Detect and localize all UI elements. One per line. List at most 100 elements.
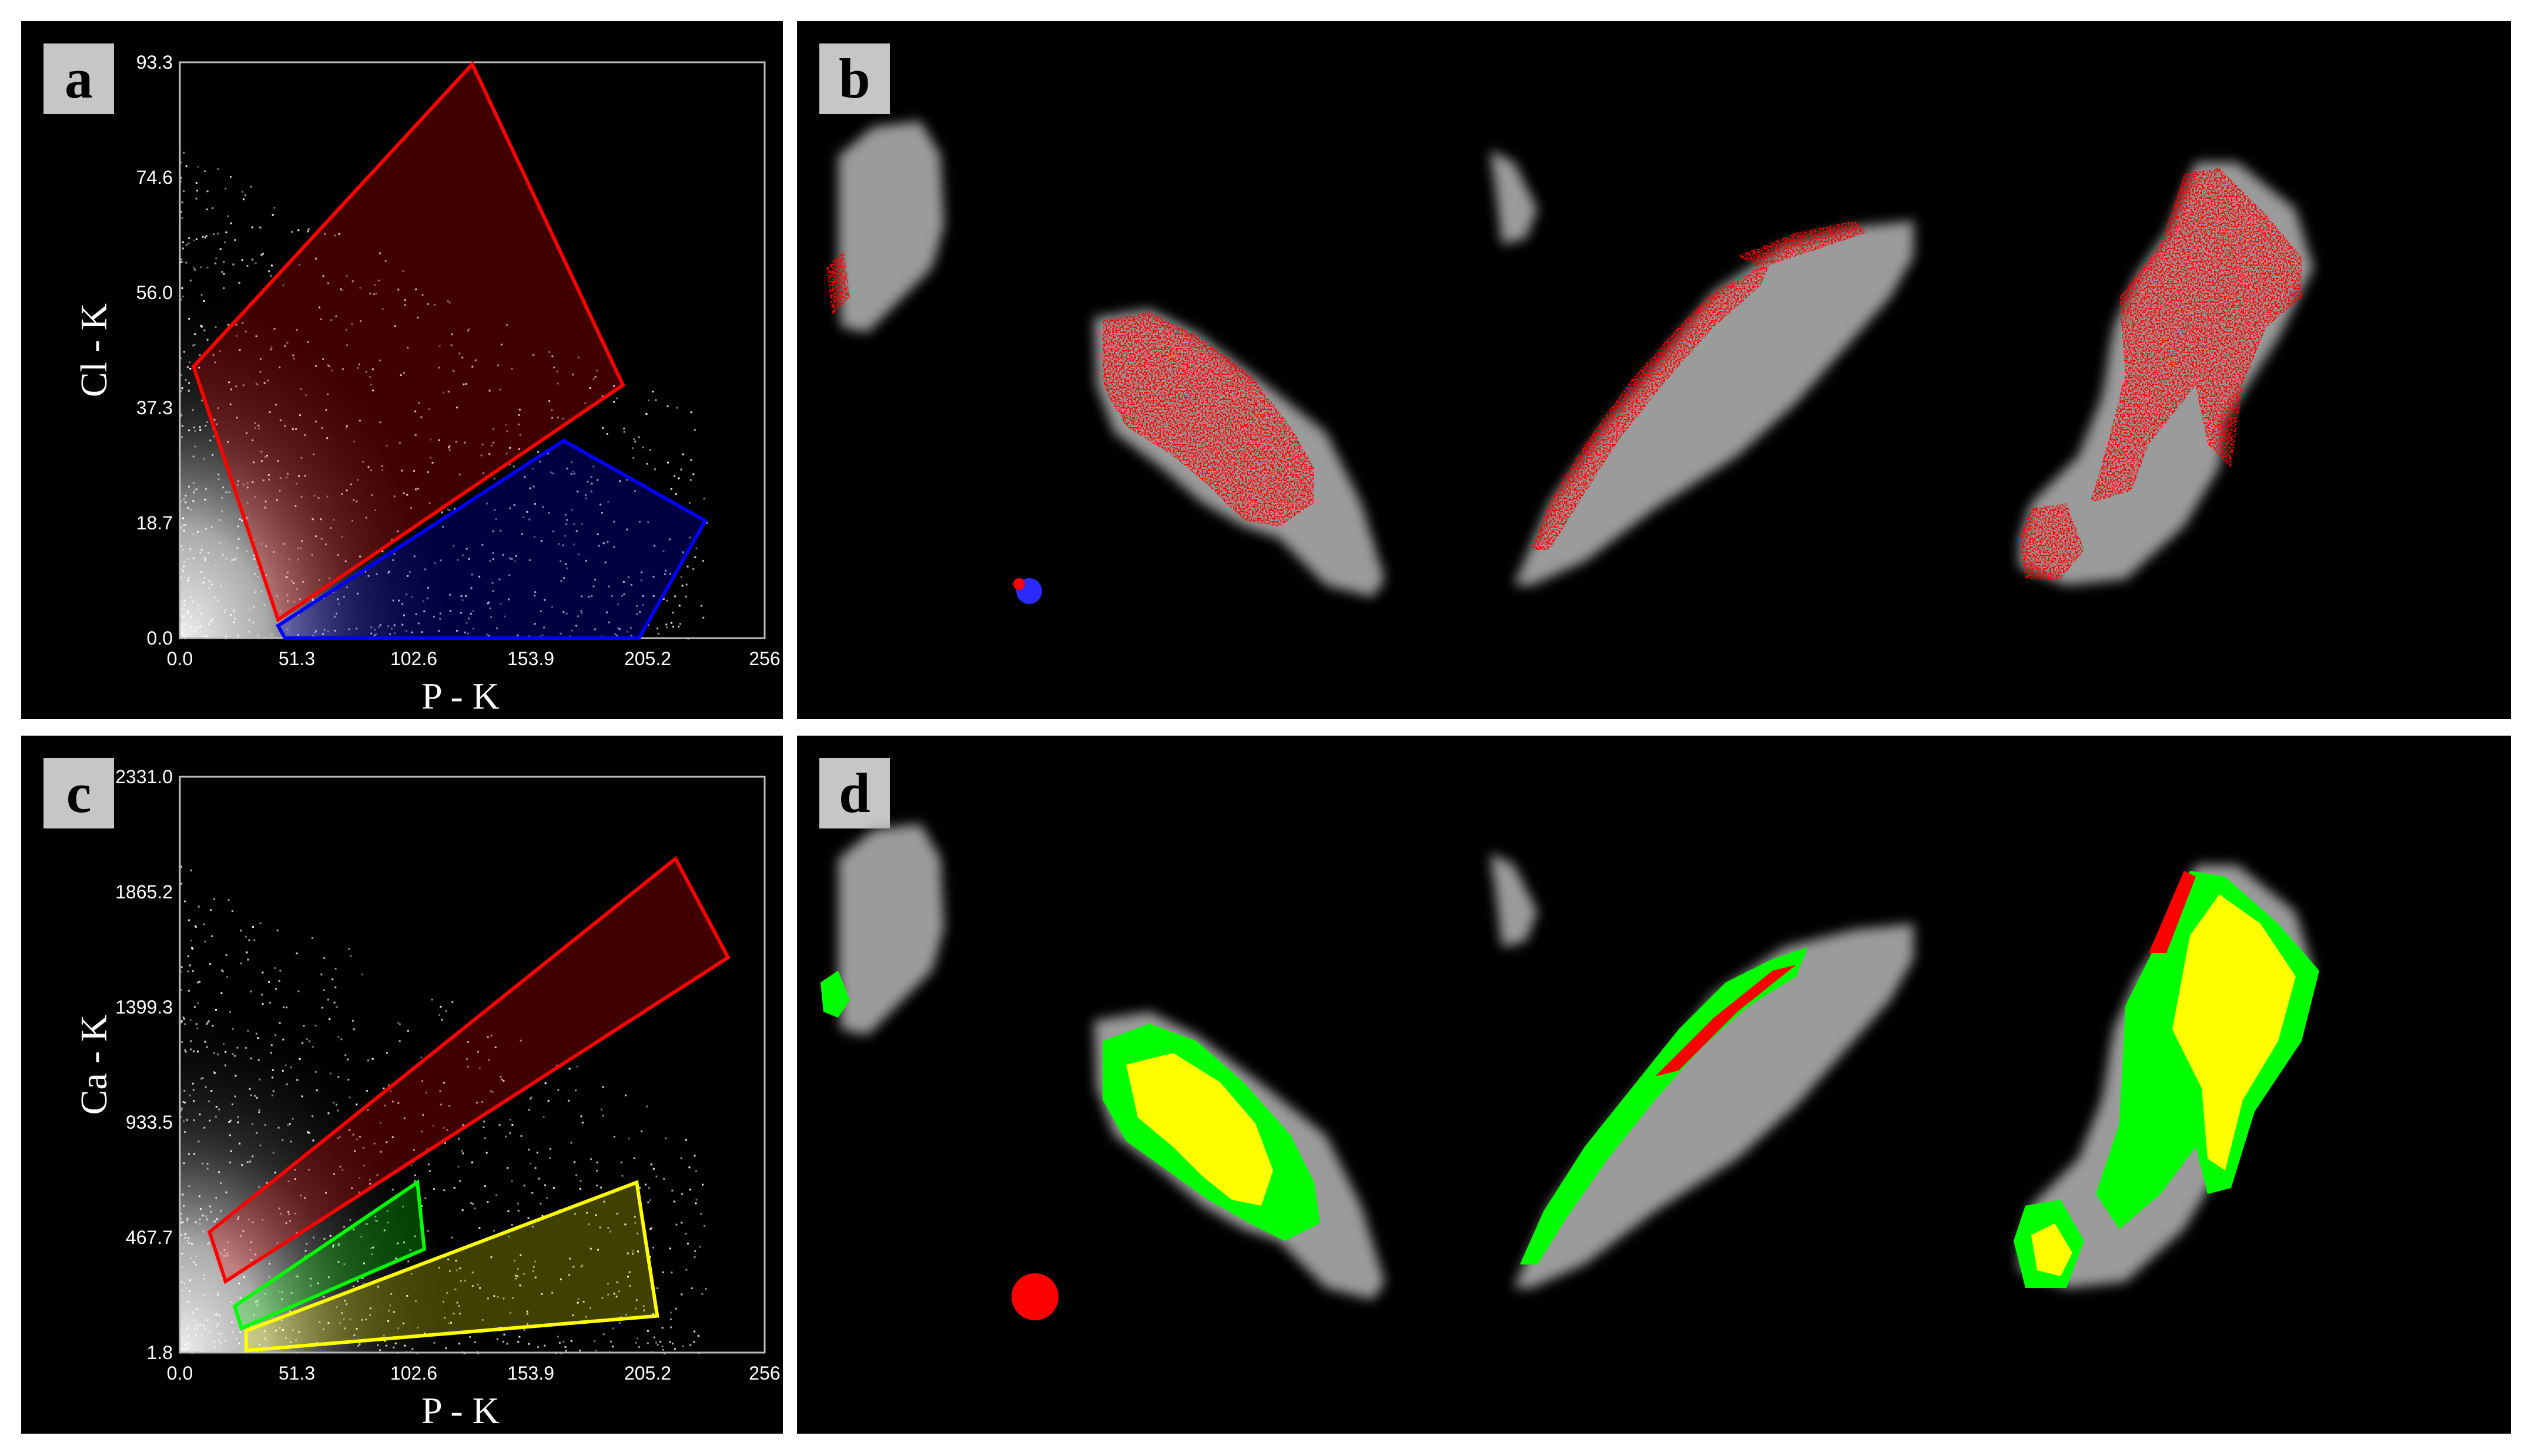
scatter-point bbox=[193, 491, 195, 494]
scatter-point bbox=[398, 1040, 401, 1042]
scatter-point bbox=[577, 356, 580, 358]
scatter-point bbox=[203, 329, 206, 331]
scatter-point bbox=[215, 326, 217, 328]
scatter-point bbox=[268, 478, 270, 481]
scatter-point bbox=[367, 1059, 370, 1062]
scatter-point bbox=[481, 544, 484, 546]
scatter-point bbox=[531, 1192, 534, 1194]
scatter-point bbox=[289, 1310, 291, 1313]
scatter-point bbox=[456, 407, 458, 409]
scatter-point bbox=[534, 591, 537, 593]
plot-frame bbox=[179, 776, 766, 1354]
scatter-point bbox=[448, 1270, 451, 1272]
scatter-point bbox=[246, 432, 248, 434]
scatter-point bbox=[187, 242, 190, 244]
scatter-point bbox=[192, 482, 195, 484]
scatter-point bbox=[252, 1155, 254, 1158]
scatter-point bbox=[330, 1072, 332, 1075]
scatter-point bbox=[391, 1101, 394, 1103]
scatter-point bbox=[371, 494, 373, 496]
scatter-point bbox=[581, 523, 583, 525]
scatter-point bbox=[196, 619, 199, 622]
scatter-point bbox=[681, 585, 684, 587]
scatter-point bbox=[505, 424, 507, 426]
scatter-point bbox=[199, 1223, 201, 1225]
scatter-point bbox=[186, 366, 189, 368]
scatter-point bbox=[361, 1277, 364, 1279]
scatter-point bbox=[182, 1101, 185, 1103]
scatter-point bbox=[296, 328, 298, 331]
scatter-point bbox=[217, 232, 219, 234]
scatter-point bbox=[294, 1212, 296, 1215]
scatter-point bbox=[552, 531, 554, 533]
scatter-point bbox=[270, 275, 272, 277]
scatter-point bbox=[488, 601, 490, 603]
scatter-point bbox=[540, 610, 542, 612]
scatter-point bbox=[194, 445, 196, 448]
scatter-point bbox=[193, 344, 196, 346]
scatter-point bbox=[180, 568, 182, 571]
scatter-point bbox=[193, 1320, 195, 1322]
scatter-point bbox=[263, 382, 266, 384]
scatter-point bbox=[203, 1327, 206, 1330]
scatter-point bbox=[246, 516, 249, 519]
scatter-point bbox=[339, 1322, 341, 1324]
scatter-point bbox=[573, 472, 575, 475]
scatter-point bbox=[509, 507, 511, 509]
panel-label-d: d bbox=[819, 758, 890, 828]
scatter-point bbox=[228, 381, 230, 384]
scatter-point bbox=[438, 344, 441, 347]
scatter-point bbox=[206, 1163, 209, 1165]
scatter-point bbox=[695, 1202, 697, 1205]
scatter-point bbox=[237, 1216, 240, 1218]
element-map-d bbox=[820, 824, 2319, 1320]
scatter-point bbox=[408, 571, 411, 573]
scatter-point bbox=[444, 1317, 446, 1319]
scatter-point bbox=[497, 1296, 499, 1298]
scatter-point bbox=[256, 1300, 259, 1302]
scatter-point bbox=[286, 594, 289, 596]
scatter-point bbox=[199, 625, 202, 628]
scatter-point bbox=[236, 1046, 239, 1049]
scatter-point bbox=[544, 599, 546, 601]
scatter-point bbox=[369, 1314, 371, 1316]
scatter-point bbox=[442, 525, 444, 528]
scatter-point bbox=[246, 1161, 249, 1163]
scatter-point bbox=[592, 378, 595, 381]
scatter-point bbox=[185, 261, 187, 264]
scatter-point bbox=[299, 598, 302, 600]
scatter-point bbox=[208, 1242, 210, 1244]
scatter-point bbox=[635, 1341, 637, 1344]
x-tick-label: 205.2 bbox=[624, 1363, 671, 1384]
scatter-point bbox=[471, 1272, 474, 1274]
scatter-point bbox=[180, 390, 182, 392]
scatter-point bbox=[360, 320, 362, 323]
scatter-point bbox=[290, 231, 293, 233]
scatter-point bbox=[397, 1102, 400, 1104]
scatter-point bbox=[300, 457, 303, 459]
scatter-point bbox=[346, 489, 348, 492]
scatter-point bbox=[682, 1345, 684, 1347]
scatter-point bbox=[188, 1242, 190, 1244]
scatter-point bbox=[209, 440, 212, 442]
scatter-point bbox=[356, 1280, 359, 1283]
scatter-point bbox=[483, 1120, 485, 1123]
scatter-point bbox=[282, 1069, 284, 1072]
scatter-point bbox=[406, 593, 408, 596]
scatter-point bbox=[433, 303, 436, 306]
scatter-point bbox=[356, 1138, 359, 1140]
scatter-point bbox=[229, 1134, 231, 1136]
scatter-point bbox=[253, 554, 256, 556]
scatter-point bbox=[359, 1136, 361, 1138]
scatter-point bbox=[180, 1233, 183, 1236]
scatter-point bbox=[617, 627, 619, 629]
scatter-point bbox=[317, 1282, 319, 1284]
scatter-point bbox=[180, 628, 182, 630]
scatter-point bbox=[703, 498, 705, 500]
scatter-point bbox=[642, 604, 644, 606]
scatter-point bbox=[467, 632, 469, 635]
scatter-point bbox=[289, 1123, 291, 1125]
scatter-point bbox=[226, 1252, 228, 1254]
y-axis-title: Ca - K bbox=[73, 1015, 115, 1115]
scatter-point bbox=[661, 1327, 664, 1329]
